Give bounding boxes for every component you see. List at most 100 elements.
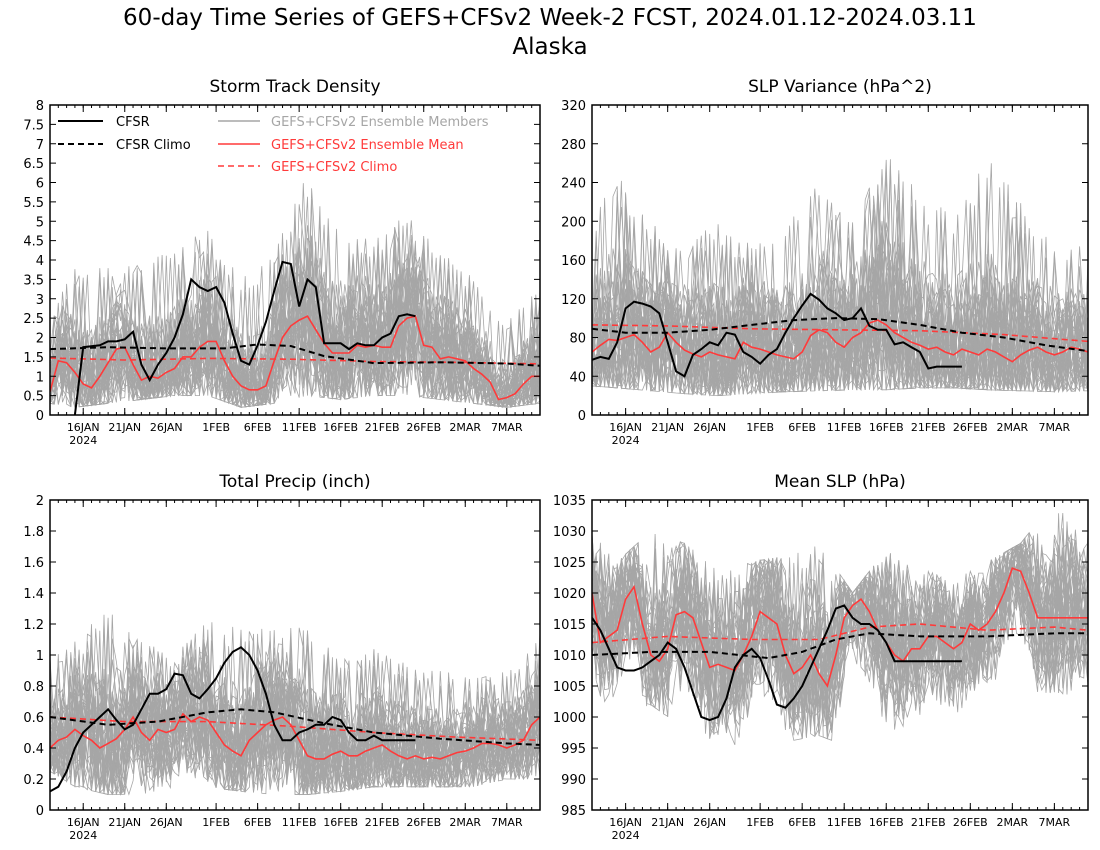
ensemble-member-line — [50, 238, 540, 408]
x-tick-label: 21JAN — [651, 421, 684, 434]
y-tick-label: 320 — [561, 99, 586, 114]
y-tick-label: 5 — [36, 215, 44, 230]
y-tick-label: 2 — [36, 332, 44, 347]
ensemble-mean-line — [592, 567, 1088, 688]
ensemble-member-line — [592, 527, 1088, 741]
ensemble-mean-line — [50, 315, 540, 401]
y-tick-label: 1010 — [553, 649, 586, 664]
series-group — [592, 292, 1088, 378]
y-tick-label: 1000 — [553, 711, 586, 726]
y-tick-label: 280 — [561, 138, 586, 153]
page-title: 60-day Time Series of GEFS+CFSv2 Week-2 … — [0, 4, 1100, 62]
series-group — [592, 567, 1088, 722]
y-tick-label: 1025 — [553, 556, 586, 571]
x-tick-label: 26JAN — [150, 816, 183, 829]
legend-cfsr-climo-label: CFSR Climo — [116, 138, 191, 153]
title-line-1: 60-day Time Series of GEFS+CFSv2 Week-2 … — [123, 5, 977, 31]
x-tick-label: 16FEB — [869, 816, 904, 829]
cfsr-climo-line — [50, 708, 540, 746]
y-tick-label: 120 — [561, 293, 586, 308]
year-label: 2024 — [69, 434, 97, 447]
ensemble-member-line — [50, 239, 540, 408]
ensemble-members — [592, 159, 1088, 397]
x-tick-label: 21FEB — [911, 816, 946, 829]
ensemble-member-line — [592, 548, 1088, 736]
x-tick-label: 16JAN — [609, 816, 642, 829]
y-tick-label: 0 — [36, 409, 44, 424]
ensemble-member-line — [592, 202, 1088, 397]
year-label: 2024 — [612, 434, 640, 447]
y-tick-label: 0.6 — [23, 711, 44, 726]
legend-cfsr-label: CFSR — [116, 115, 150, 130]
cfsr-climo-line — [592, 317, 1088, 353]
ensemble-member-line — [592, 182, 1088, 396]
cfsr-line — [592, 292, 962, 378]
x-tick-label: 21JAN — [108, 421, 141, 434]
y-tick-label: 990 — [561, 773, 586, 788]
y-tick-label: 1 — [36, 649, 44, 664]
y-tick-label: 4 — [36, 254, 44, 269]
ensemble-member-line — [50, 631, 540, 795]
x-tick-label: 16FEB — [323, 816, 358, 829]
x-tick-label: 1FEB — [202, 421, 230, 434]
x-tick-label: 16JAN — [67, 421, 100, 434]
y-tick-label: 3 — [36, 293, 44, 308]
y-tick-label: 0 — [36, 804, 44, 819]
y-tick-label: 1.4 — [23, 587, 44, 602]
x-tick-label: 11FEB — [282, 816, 317, 829]
x-tick-label: 26JAN — [693, 421, 726, 434]
ensemble-mean-line — [50, 712, 540, 760]
x-tick-label: 11FEB — [827, 421, 862, 434]
x-tick-label: 16JAN — [609, 421, 642, 434]
y-tick-label: 0 — [578, 409, 586, 424]
x-tick-label: 7MAR — [1039, 421, 1071, 434]
total-precip-chart: Total Precip (inch) 0 0.2 0.4 0.6 0.8 1 1.2 1.4 1… — [23, 472, 541, 842]
x-tick-label: 16FEB — [323, 421, 358, 434]
y-tick-label: 0.8 — [23, 680, 44, 695]
x-tick-label: 26JAN — [150, 421, 183, 434]
y-tick-label: 3.5 — [23, 273, 44, 288]
x-tick-label: 26FEB — [953, 421, 988, 434]
y-tick-label: 4.5 — [23, 235, 44, 250]
y-tick-label: 7.5 — [23, 118, 44, 133]
year-label: 2024 — [612, 829, 640, 842]
ensemble-member-line — [592, 186, 1088, 396]
legend: CFSR CFSR Climo GEFS+CFSv2 Ensemble Member… — [58, 115, 489, 175]
ensemble-members — [50, 614, 540, 796]
ensemble-member-line — [50, 617, 540, 796]
x-tick-label: 26JAN — [693, 816, 726, 829]
legend-ensemble-members-label: GEFS+CFSv2 Ensemble Members — [271, 115, 489, 130]
y-tick-label: 0.4 — [23, 742, 44, 757]
slp-variance-chart: SLP Variance (hPa^2) 0 40 80 120 160 200 240 280… — [561, 77, 1089, 447]
x-tick-label: 26FEB — [406, 421, 441, 434]
y-tick-label: 995 — [561, 742, 586, 757]
y-tick-label: 1 — [36, 370, 44, 385]
x-tick-label: 2MAR — [997, 421, 1029, 434]
cfsr-line — [50, 646, 416, 793]
ensemble-mean-line — [592, 319, 1088, 363]
x-tick-label: 7MAR — [1039, 816, 1071, 829]
x-tick-label: 21FEB — [365, 816, 400, 829]
y-tick-label: 1.6 — [23, 556, 44, 571]
x-tick-label: 11FEB — [827, 816, 862, 829]
ensemble-member-line — [592, 545, 1088, 717]
ensemble-members — [50, 183, 540, 409]
y-tick-label: 200 — [561, 215, 586, 230]
cfsr-climo-line — [50, 343, 540, 367]
x-tick-label: 2MAR — [449, 816, 481, 829]
gefs-climo-line — [50, 357, 540, 365]
x-tick-label: 6FEB — [788, 421, 816, 434]
y-tick-label: 1.8 — [23, 525, 44, 540]
y-tick-label: 2.5 — [23, 312, 44, 327]
x-tick-label: 6FEB — [244, 421, 272, 434]
x-tick-label: 1FEB — [746, 421, 774, 434]
y-tick-label: 160 — [561, 254, 586, 269]
y-tick-label: 0.5 — [23, 390, 44, 405]
ensemble-member-line — [50, 648, 540, 791]
ensemble-member-line — [592, 203, 1088, 396]
y-tick-label: 1020 — [553, 587, 586, 602]
x-tick-label: 16JAN — [67, 816, 100, 829]
legend-gefs-climo-label: GEFS+CFSv2 Climo — [271, 160, 397, 175]
legend-ensemble-mean-label: GEFS+CFSv2 Ensemble Mean — [271, 138, 464, 153]
chart-title: Mean SLP (hPa) — [774, 472, 906, 492]
